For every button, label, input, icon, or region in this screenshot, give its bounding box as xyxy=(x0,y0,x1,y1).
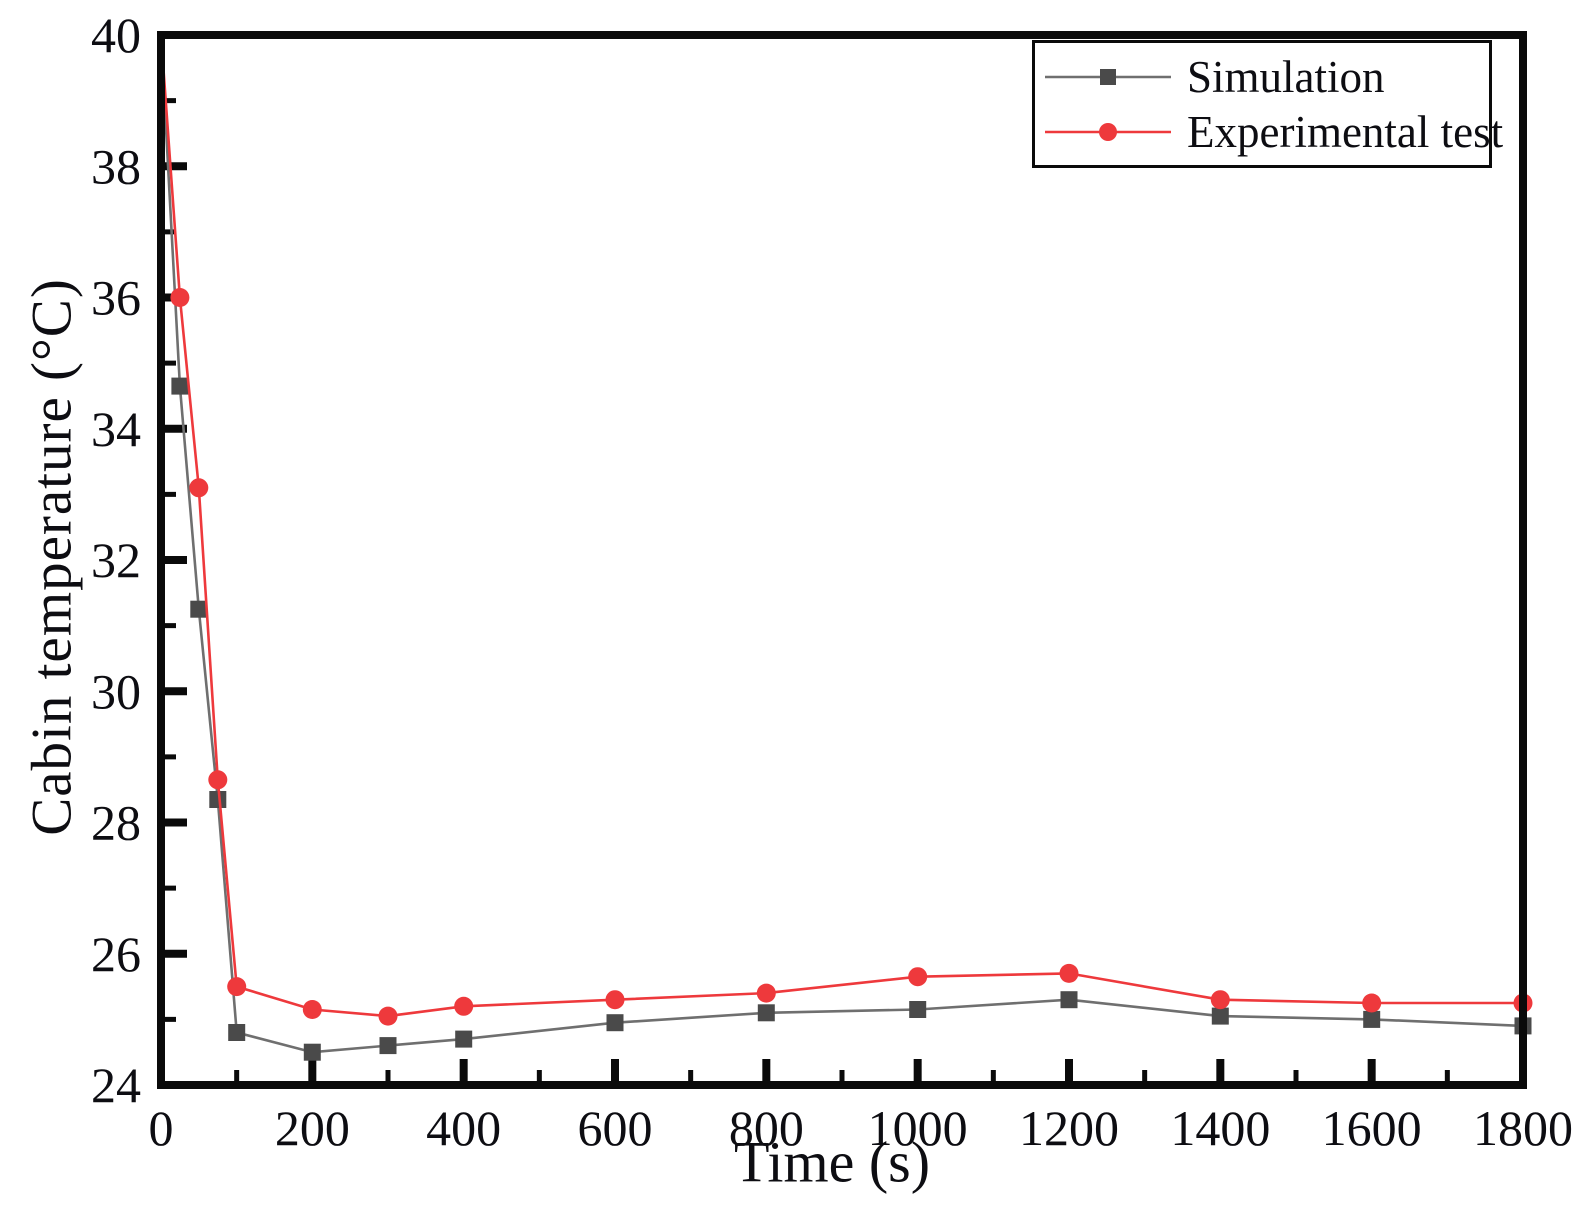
y-tick-label: 40 xyxy=(91,7,141,63)
simulation-point xyxy=(379,1037,397,1055)
y-tick-label: 38 xyxy=(91,138,141,194)
simulation-line-marker-icon xyxy=(1045,68,1171,85)
experimental-point xyxy=(454,996,474,1016)
series-line-0 xyxy=(161,35,1523,1054)
experimental-point xyxy=(756,983,776,1003)
simulation-point xyxy=(228,1024,246,1041)
simulation-point xyxy=(1211,1007,1229,1025)
y-tick-label: 28 xyxy=(91,795,141,851)
plot-border xyxy=(157,31,1527,1089)
simulation-point xyxy=(606,1014,624,1032)
simulation-point xyxy=(909,1001,927,1018)
experimental-point xyxy=(908,967,928,987)
x-tick-label: 600 xyxy=(578,1100,653,1156)
simulation-point xyxy=(455,1030,473,1048)
legend-item-simulation: Simulation xyxy=(1035,51,1489,103)
simulation-point xyxy=(209,791,227,808)
simulation-point xyxy=(303,1043,321,1061)
experimental-point xyxy=(189,478,209,498)
experimental-point xyxy=(1362,993,1382,1013)
simulation-point xyxy=(757,1004,775,1022)
y-tick-label: 34 xyxy=(91,401,141,457)
x-tick-label: 1800 xyxy=(1473,1100,1573,1156)
y-axis-title: Cabin temperature (°C) xyxy=(20,278,84,836)
x-tick-label: 400 xyxy=(426,1100,501,1156)
y-tick-label: 36 xyxy=(91,270,141,326)
x-tick-label: 1600 xyxy=(1322,1100,1422,1156)
legend-item-experimental: Experimental test xyxy=(1035,106,1503,158)
legend-sample-square xyxy=(1100,68,1116,85)
experimental-point xyxy=(1059,963,1079,983)
experimental-line-marker-icon xyxy=(1045,122,1171,141)
experimental-point xyxy=(605,990,625,1010)
y-tick-label: 24 xyxy=(91,1057,141,1113)
experimental-point xyxy=(302,1000,322,1019)
simulation-point xyxy=(1363,1010,1381,1028)
y-tick-label: 32 xyxy=(91,532,141,588)
x-axis-title: Time (s) xyxy=(733,1129,931,1195)
x-tick-label: 1200 xyxy=(1019,1100,1119,1156)
series-line-1 xyxy=(161,35,1523,1018)
simulation-point xyxy=(1060,991,1078,1009)
experimental-point xyxy=(170,288,190,307)
legend-label-simulation: Simulation xyxy=(1187,51,1385,102)
experimental-point xyxy=(378,1006,398,1026)
x-tick-label: 1400 xyxy=(1170,1100,1270,1156)
legend-label-experimental: Experimental test xyxy=(1187,106,1504,157)
legend: Simulation Experimental test xyxy=(1032,40,1503,168)
simulation-point xyxy=(171,377,189,395)
x-tick-label: 0 xyxy=(149,1100,174,1156)
y-tick-label: 26 xyxy=(91,926,141,982)
x-tick-label: 800 xyxy=(729,1100,804,1156)
experimental-point xyxy=(208,770,228,790)
legend-sample-circle xyxy=(1099,122,1117,141)
x-tick-label: 200 xyxy=(275,1100,350,1156)
y-tick-label: 30 xyxy=(91,663,141,719)
simulation-point xyxy=(190,600,208,618)
experimental-point xyxy=(227,977,247,997)
x-tick-label: 1000 xyxy=(868,1100,968,1156)
experimental-point xyxy=(1210,990,1230,1010)
